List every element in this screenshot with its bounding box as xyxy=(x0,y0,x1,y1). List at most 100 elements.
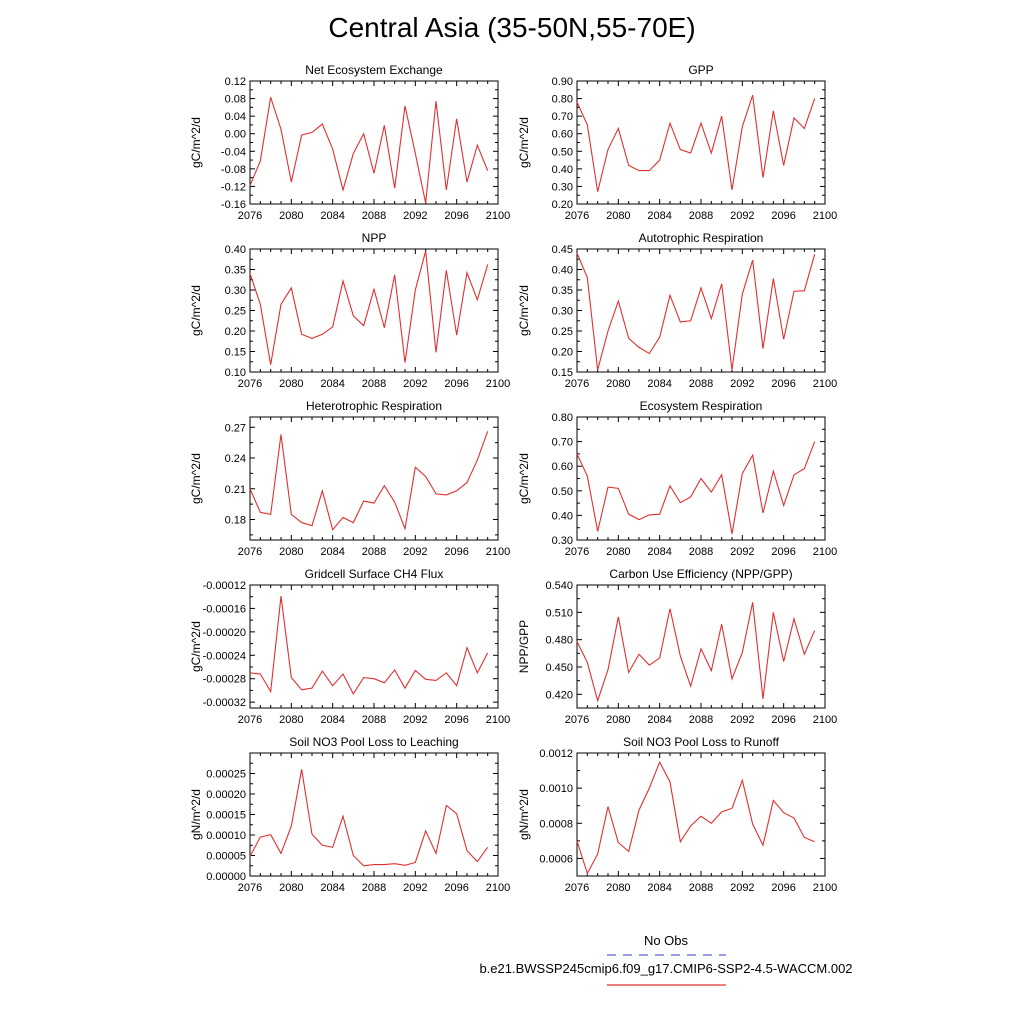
y-axis-label: gN/m^2/d xyxy=(189,789,203,840)
x-tick-label: 2080 xyxy=(279,714,303,726)
y-tick-label: 0.0006 xyxy=(539,853,573,865)
panel-7: Carbon Use Efficiency (NPP/GPP) NPP/GPP 20… xyxy=(517,567,837,726)
x-tick-label: 2100 xyxy=(813,546,837,558)
y-tick-label: -0.00024 xyxy=(203,650,246,662)
y-tick-label: 0.50 xyxy=(552,486,573,498)
x-tick-label: 2092 xyxy=(730,714,754,726)
y-tick-label: -0.00012 xyxy=(203,580,246,592)
x-tick-label: 2088 xyxy=(689,378,713,390)
y-tick-label: 0.15 xyxy=(552,367,573,379)
x-tick-label: 2088 xyxy=(362,210,386,222)
x-tick-label: 2088 xyxy=(689,546,713,558)
x-tick-label: 2092 xyxy=(403,210,427,222)
panel-title: Carbon Use Efficiency (NPP/GPP) xyxy=(609,567,792,581)
y-tick-label: 0.30 xyxy=(552,535,573,547)
x-tick-label: 2096 xyxy=(771,210,795,222)
panel-1: GPP gC/m^2/d 2076 2080 2084 2088 2092 2096 2100 0… xyxy=(517,63,837,222)
plot-frame xyxy=(576,248,826,373)
x-tick-label: 2100 xyxy=(486,210,510,222)
y-tick-label: -0.00020 xyxy=(203,627,246,639)
x-tick-label: 2080 xyxy=(279,546,303,558)
panel-title: Autotrophic Respiration xyxy=(639,231,764,245)
series-line xyxy=(249,769,489,867)
y-tick-label: -0.04 xyxy=(221,146,246,158)
y-tick-label: 0.40 xyxy=(552,265,573,277)
x-tick-label: 2076 xyxy=(565,882,589,894)
y-tick-label: 0.480 xyxy=(545,635,573,647)
x-tick-label: 2084 xyxy=(320,378,344,390)
series-line xyxy=(576,441,816,534)
x-tick-label: 2080 xyxy=(606,378,630,390)
x-tick-label: 2096 xyxy=(444,882,468,894)
y-axis-label: NPP/GPP xyxy=(517,620,531,673)
y-tick-label: 0.0008 xyxy=(539,818,573,830)
x-tick-label: 2100 xyxy=(813,882,837,894)
x-tick-label: 2080 xyxy=(606,546,630,558)
y-tick-label: 0.60 xyxy=(552,461,573,473)
x-tick-label: 2084 xyxy=(320,210,344,222)
y-tick-label: 0.450 xyxy=(545,662,573,674)
x-tick-label: 2096 xyxy=(444,714,468,726)
x-tick-label: 2096 xyxy=(771,546,795,558)
y-tick-label: 0.20 xyxy=(225,326,246,338)
series-line xyxy=(576,602,816,703)
y-tick-label: 0.90 xyxy=(552,76,573,88)
panel-title: GPP xyxy=(688,63,713,77)
x-tick-label: 2092 xyxy=(403,882,427,894)
y-tick-label: 0.12 xyxy=(225,76,246,88)
x-tick-label: 2080 xyxy=(606,882,630,894)
y-tick-label: 0.510 xyxy=(545,607,573,619)
y-tick-label: 0.10 xyxy=(225,367,246,379)
x-tick-label: 2080 xyxy=(279,378,303,390)
x-tick-label: 2096 xyxy=(771,714,795,726)
y-tick-label: 0.00010 xyxy=(206,830,246,842)
x-tick-label: 2096 xyxy=(444,546,468,558)
y-tick-label: 0.35 xyxy=(225,265,246,277)
y-tick-label: 0.30 xyxy=(225,285,246,297)
y-tick-label: 0.20 xyxy=(552,347,573,359)
panel-title: Gridcell Surface CH4 Flux xyxy=(305,567,444,581)
y-axis-label: gC/m^2/d xyxy=(517,285,531,336)
y-axis-label: gN/m^2/d xyxy=(517,789,531,840)
series-line xyxy=(576,252,816,371)
x-tick-label: 2084 xyxy=(320,882,344,894)
x-tick-label: 2076 xyxy=(565,378,589,390)
series-line xyxy=(249,431,489,531)
x-tick-label: 2092 xyxy=(403,378,427,390)
x-tick-label: 2076 xyxy=(238,882,262,894)
x-tick-label: 2096 xyxy=(444,378,468,390)
panel-title: Soil NO3 Pool Loss to Leaching xyxy=(289,735,458,749)
plot-frame xyxy=(576,80,826,205)
x-tick-label: 2084 xyxy=(647,882,671,894)
x-tick-label: 2088 xyxy=(689,210,713,222)
x-tick-label: 2092 xyxy=(730,546,754,558)
x-tick-label: 2092 xyxy=(730,378,754,390)
x-tick-label: 2084 xyxy=(647,210,671,222)
y-axis-label: gC/m^2/d xyxy=(189,285,203,336)
y-tick-label: 0.00025 xyxy=(206,769,246,781)
x-tick-label: 2080 xyxy=(279,882,303,894)
x-tick-label: 2080 xyxy=(606,714,630,726)
y-tick-label: 0.20 xyxy=(552,199,573,211)
series-line xyxy=(249,97,489,204)
y-axis-label: gC/m^2/d xyxy=(517,453,531,504)
y-tick-label: 0.40 xyxy=(552,164,573,176)
panel-5: Ecosystem Respiration gC/m^2/d 2076 2080 208… xyxy=(517,399,837,558)
y-tick-label: -0.16 xyxy=(221,199,246,211)
x-tick-label: 2076 xyxy=(565,210,589,222)
y-tick-label: 0.50 xyxy=(552,146,573,158)
y-tick-label: 0.00 xyxy=(225,129,246,141)
panel-6: Gridcell Surface CH4 Flux gC/m^2/d 2076 208… xyxy=(189,567,510,726)
x-tick-label: 2096 xyxy=(444,210,468,222)
y-tick-label: 0.80 xyxy=(552,412,573,424)
y-tick-label: -0.08 xyxy=(221,164,246,176)
panel-title: Heterotrophic Respiration xyxy=(306,399,442,413)
x-tick-label: 2084 xyxy=(320,714,344,726)
x-tick-label: 2088 xyxy=(689,714,713,726)
panel-2: NPP gC/m^2/d 2076 2080 2084 2088 2092 2096 2100 0… xyxy=(189,231,510,390)
x-tick-label: 2076 xyxy=(238,210,262,222)
y-axis-label: gC/m^2/d xyxy=(189,621,203,672)
y-tick-label: -0.00028 xyxy=(203,674,246,686)
x-tick-label: 2088 xyxy=(362,714,386,726)
x-tick-label: 2088 xyxy=(689,882,713,894)
